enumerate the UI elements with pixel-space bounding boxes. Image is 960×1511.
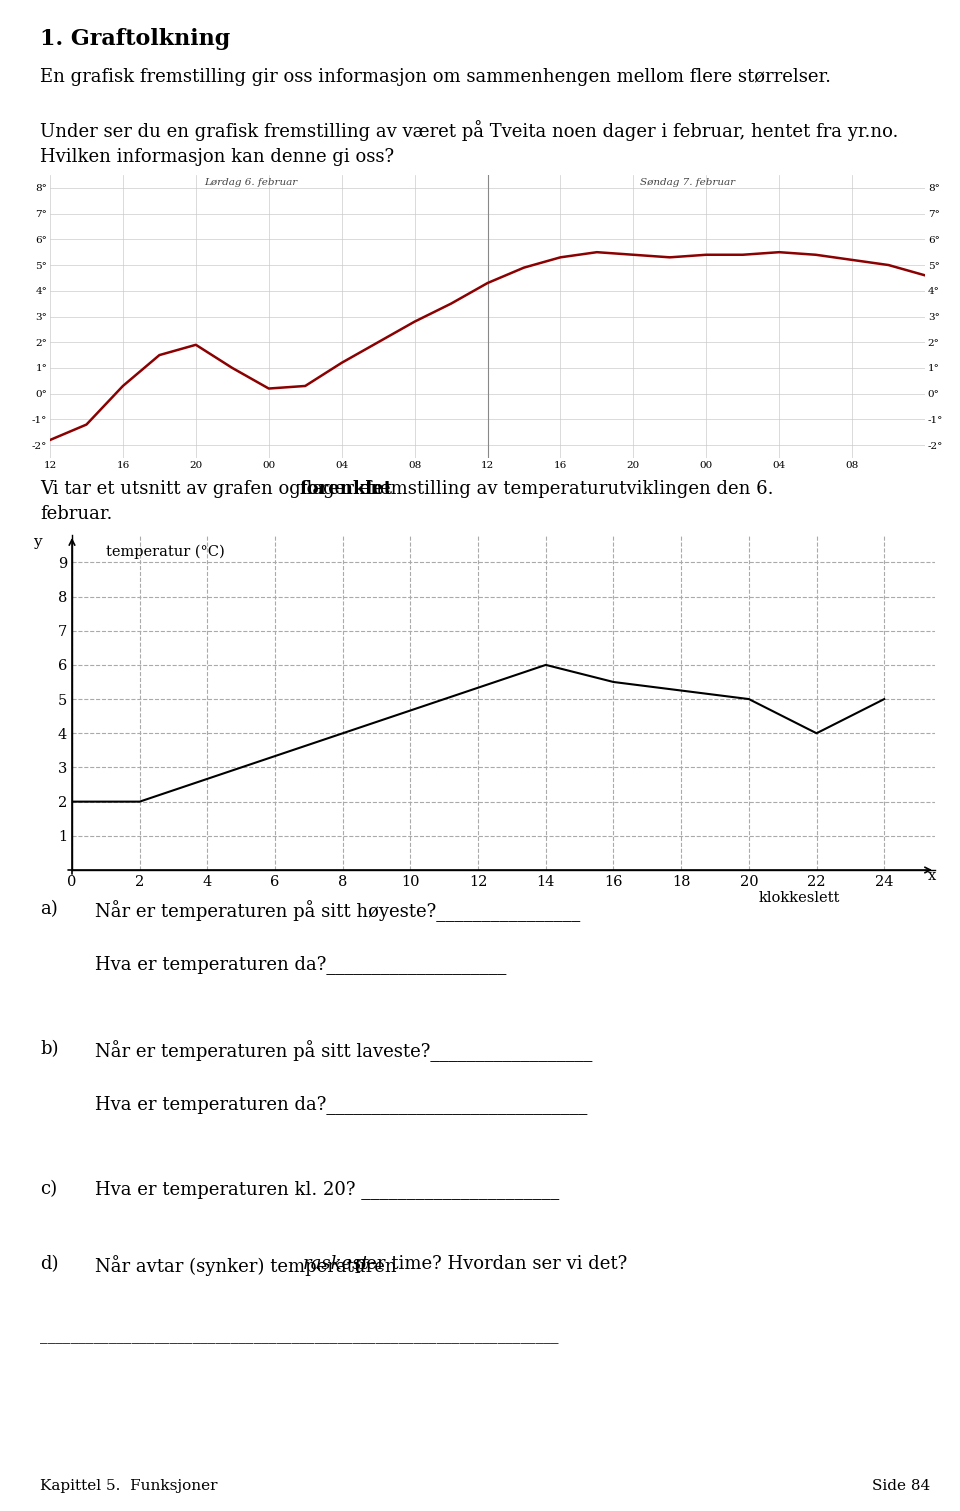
Text: Lørdag 6. februar: Lørdag 6. februar: [204, 178, 298, 187]
Text: 1. Graftolkning: 1. Graftolkning: [40, 29, 230, 50]
Text: februar.: februar.: [40, 505, 112, 523]
Text: raskest: raskest: [302, 1256, 369, 1272]
Text: Kapittel 5.  Funksjoner: Kapittel 5. Funksjoner: [40, 1479, 218, 1493]
Text: Vi tar et utsnitt av grafen og lager en: Vi tar et utsnitt av grafen og lager en: [40, 480, 388, 499]
Text: En grafisk fremstilling gir oss informasjon om sammenhengen mellom flere størrel: En grafisk fremstilling gir oss informas…: [40, 68, 831, 86]
Text: Hva er temperaturen da?_____________________________: Hva er temperaturen da?_________________…: [95, 1095, 588, 1114]
Text: c): c): [40, 1180, 58, 1198]
Text: ____________________________________________________________________: ________________________________________…: [40, 1330, 559, 1343]
Text: Søndag 7. februar: Søndag 7. februar: [640, 178, 735, 187]
Text: fremstilling av temperaturutviklingen den 6.: fremstilling av temperaturutviklingen de…: [359, 480, 773, 499]
Text: d): d): [40, 1256, 59, 1272]
Text: Når er temperaturen på sitt laveste?__________________: Når er temperaturen på sitt laveste?____…: [95, 1040, 592, 1062]
Text: b): b): [40, 1040, 59, 1058]
Text: klokkeslett: klokkeslett: [759, 891, 840, 905]
Text: per time? Hvordan ser vi det?: per time? Hvordan ser vi det?: [348, 1256, 627, 1272]
Text: Hvilken informasjon kan denne gi oss?: Hvilken informasjon kan denne gi oss?: [40, 148, 395, 166]
Text: Under ser du en grafisk fremstilling av været på Tveita noen dager i februar, he: Under ser du en grafisk fremstilling av …: [40, 119, 899, 141]
Text: temperatur (°C): temperatur (°C): [106, 545, 225, 559]
Text: Hva er temperaturen da?____________________: Hva er temperaturen da?_________________…: [95, 955, 506, 975]
Text: forenklet: forenklet: [300, 480, 393, 499]
Text: a): a): [40, 901, 58, 919]
Text: Når avtar (synker) temperaturen: Når avtar (synker) temperaturen: [95, 1256, 402, 1275]
Text: x: x: [928, 869, 937, 882]
Text: y: y: [33, 535, 41, 548]
Text: Side 84: Side 84: [872, 1479, 930, 1493]
Text: Hva er temperaturen kl. 20? ______________________: Hva er temperaturen kl. 20? ____________…: [95, 1180, 560, 1198]
Text: Når er temperaturen på sitt høyeste?________________: Når er temperaturen på sitt høyeste?____…: [95, 901, 580, 922]
